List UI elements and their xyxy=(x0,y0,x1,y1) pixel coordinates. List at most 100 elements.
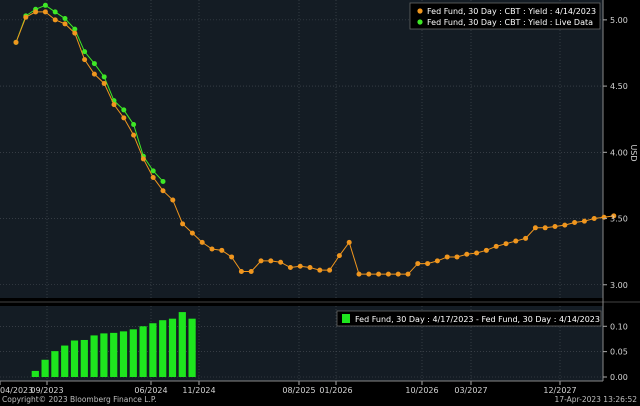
yield-4-14-point xyxy=(248,269,254,275)
main-panel-background xyxy=(0,0,603,298)
diff-bar xyxy=(100,333,108,377)
yield-4-14-point xyxy=(160,188,166,194)
live-data-line xyxy=(15,4,164,182)
live-data-point xyxy=(91,61,97,67)
yield-4-14-point xyxy=(229,254,235,260)
live-data-point xyxy=(121,107,127,113)
x-tick-label: 08/2025 xyxy=(282,386,315,395)
diff-legend-label: Fed Fund, 30 Day : 4/17/2023 - Fed Fund,… xyxy=(355,315,600,324)
live-data-point xyxy=(52,9,58,15)
diff-bar xyxy=(178,312,186,377)
yield-4-14-point xyxy=(523,235,529,241)
main-y-ticks: 5.00 4.50 4.00 3.50 3.00 xyxy=(603,16,628,290)
yield-4-14-point xyxy=(42,9,48,15)
live-data-point xyxy=(82,49,88,55)
yield-4-14-point xyxy=(562,222,568,228)
diff-bar xyxy=(51,351,59,377)
diff-bar xyxy=(90,335,98,377)
yield-4-14-point xyxy=(268,258,274,264)
diff-bar xyxy=(168,318,177,377)
x-tick-label: 01/2026 xyxy=(319,386,352,395)
yield-4-14-point xyxy=(425,261,431,267)
timestamp-text: 17-Apr-2023 13:26:52 xyxy=(555,395,638,404)
yield-4-14-point xyxy=(464,251,470,257)
live-data-point xyxy=(62,16,68,22)
yield-4-14-point xyxy=(121,115,127,121)
diff-y-ticks: 0.10 0.05 0.00 xyxy=(603,322,628,382)
diff-bars xyxy=(21,312,196,378)
yield-4-14-point xyxy=(591,216,597,222)
yield-4-14-point xyxy=(376,271,382,277)
yield-4-14-point xyxy=(13,39,19,45)
x-tick-label: 10/2026 xyxy=(405,386,438,395)
legend-marker-4-14 xyxy=(417,8,423,14)
series-lines xyxy=(13,2,617,277)
y-tick-label: 4.00 xyxy=(610,148,628,157)
diff-bar xyxy=(41,359,49,377)
yield-4-14-point xyxy=(454,254,460,260)
yield-4-14-point xyxy=(62,21,68,27)
y-tick-label: 0.05 xyxy=(610,348,628,357)
live-data-point xyxy=(131,121,137,127)
y-tick-label: 0.10 xyxy=(610,322,628,331)
yield-4-14-point xyxy=(52,17,58,23)
yield-4-14-point xyxy=(356,271,362,277)
yield-4-14-point xyxy=(209,246,215,252)
yield-4-14-point xyxy=(287,265,293,271)
yield-4-14-point xyxy=(346,239,352,245)
diff-bar xyxy=(139,326,147,377)
yield-4-14-point xyxy=(278,259,284,265)
yield-4-14-point xyxy=(111,102,117,108)
y-axis-label: USD xyxy=(629,144,638,161)
diff-bar xyxy=(149,323,157,377)
diff-bar xyxy=(129,329,137,377)
yield-4-14-point xyxy=(483,247,489,253)
yield-4-14-point xyxy=(150,174,156,180)
live-data-point xyxy=(101,74,107,80)
yield-4-14-point xyxy=(170,197,176,203)
yield-4-14-point xyxy=(33,9,39,15)
yield-4-14-point xyxy=(238,269,244,275)
yield-4-14-point xyxy=(140,156,146,162)
yield-4-14-point xyxy=(307,265,313,271)
yield-4-14-point xyxy=(532,225,538,231)
yield-4-14-point xyxy=(131,132,137,138)
y-tick-label: 3.00 xyxy=(610,281,628,290)
diff-bar xyxy=(110,332,118,377)
main-legend: Fed Fund, 30 Day : CBT : Yield : 4/14/20… xyxy=(409,2,601,30)
yield-4-14-point xyxy=(258,258,264,264)
yield-4-14-point xyxy=(395,271,401,277)
y-tick-label: 4.50 xyxy=(610,82,628,91)
diff-bar xyxy=(159,320,167,377)
copyright-text: Copyright© 2023 Bloomberg Finance L.P. xyxy=(2,395,157,404)
x-tick-label: 06/2024 xyxy=(134,386,167,395)
diff-legend-swatch xyxy=(342,314,350,323)
yield-4-14-point xyxy=(444,254,450,260)
y-tick-label: 5.00 xyxy=(610,16,628,25)
live-data-point xyxy=(72,26,78,32)
diff-bar xyxy=(80,339,88,377)
yield-4-14-point xyxy=(385,271,391,277)
yield-4-14-point xyxy=(91,71,97,77)
yield-4-14-point xyxy=(189,230,195,236)
yield-4-14-point xyxy=(297,263,303,269)
y-tick-label: 0.00 xyxy=(610,373,628,382)
yield-4-14-point xyxy=(572,220,578,226)
yield-4-14-point xyxy=(82,57,88,63)
live-data-point xyxy=(150,168,156,174)
yield-4-14-point xyxy=(72,30,78,36)
yield-4-14-point xyxy=(552,223,558,229)
yield-4-14-point xyxy=(180,221,186,227)
yield-4-14-point xyxy=(327,267,333,273)
legend-label-live: Fed Fund, 30 Day : CBT : Yield : Live Da… xyxy=(427,18,593,27)
legend-marker-live xyxy=(417,19,423,25)
yield-4-14-point xyxy=(336,253,342,259)
yield-4-14-point xyxy=(405,271,411,277)
yield-4-14-point xyxy=(317,267,323,273)
yield-4-14-point xyxy=(23,14,29,20)
yield-4-14-point xyxy=(513,238,519,244)
y-tick-label: 3.50 xyxy=(610,215,628,224)
live-data-point xyxy=(42,2,48,8)
